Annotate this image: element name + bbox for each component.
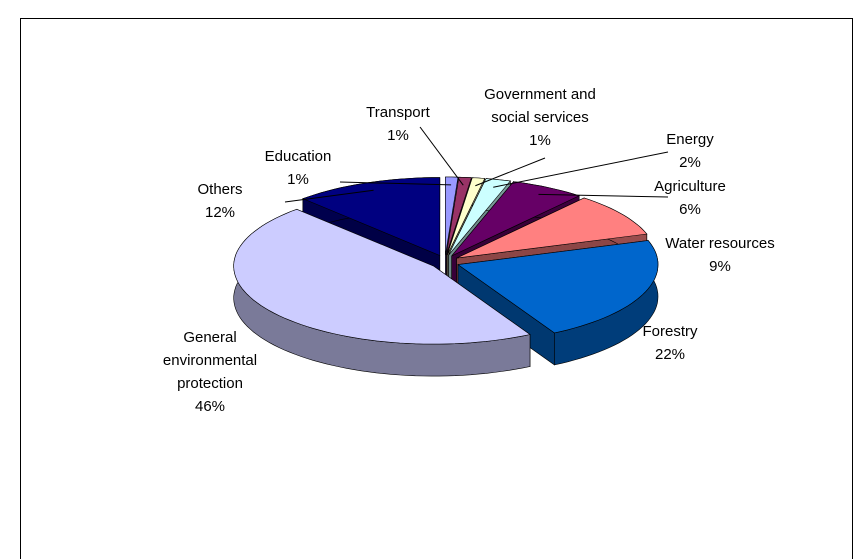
value-label: 9% (709, 258, 731, 275)
data-label: Forestry 22% (585, 320, 755, 366)
leader-line (339, 181, 452, 186)
value-label: 22% (654, 346, 686, 363)
data-label: Government and social services 1% (465, 83, 615, 152)
leader-line (284, 189, 374, 203)
value-label: 46% (194, 398, 226, 415)
slice (446, 177, 486, 256)
value-label: 1% (529, 132, 551, 149)
slice (448, 178, 511, 256)
data-label: Others 12% (135, 178, 305, 224)
category-label: Water resources (665, 235, 775, 252)
data-label: Agriculture 6% (605, 175, 775, 221)
category-label: Forestry (642, 323, 698, 340)
leader-line (493, 151, 669, 188)
value-label: 1% (287, 171, 309, 188)
category-label: Agriculture (654, 178, 726, 195)
data-label: Education 1% (213, 145, 383, 191)
category-label: Government and social services (484, 86, 596, 126)
value-label: 2% (679, 154, 701, 171)
category-label: Others (197, 181, 243, 198)
category-label: Education (264, 148, 332, 165)
slice (445, 176, 459, 256)
leader-line (419, 126, 464, 186)
slice (456, 197, 648, 259)
data-label: General environmental protection 46% (145, 326, 275, 418)
leader-line (538, 193, 669, 198)
data-label: Energy 2% (605, 128, 775, 174)
category-label: General environmental protection (162, 329, 258, 392)
value-label: 6% (679, 201, 701, 218)
value-label: 12% (204, 204, 236, 221)
data-label: Water resources 9% (635, 232, 805, 278)
leader-line (475, 157, 546, 187)
value-label: 1% (387, 127, 409, 144)
slice (457, 240, 659, 334)
slice (233, 208, 531, 345)
chart-border (20, 18, 853, 559)
category-label: Energy (666, 131, 714, 148)
slice (451, 181, 581, 257)
slice (446, 176, 472, 256)
data-label: Transport 1% (313, 101, 483, 147)
category-label: Transport (366, 104, 430, 121)
